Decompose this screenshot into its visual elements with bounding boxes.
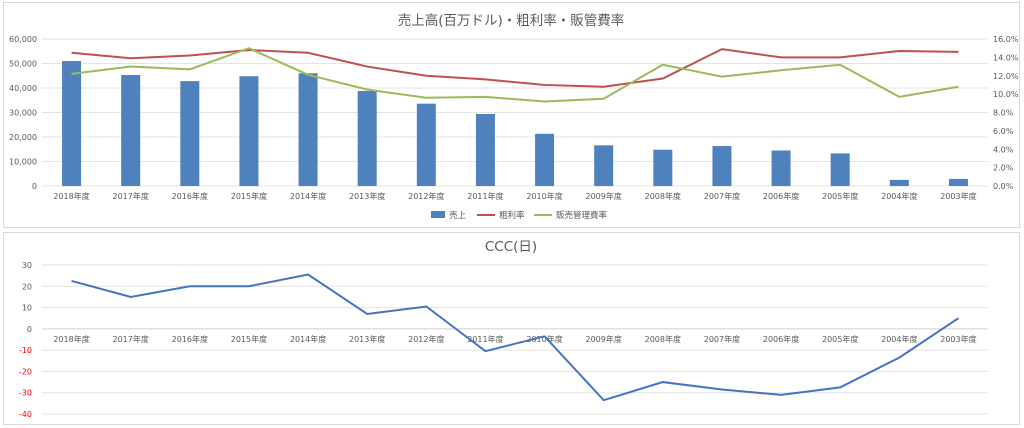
series-line xyxy=(71,273,959,402)
sales-margin-chart-panel: 売上高(百万ドル)・粗利率・販管費率 0 10,000 20,000 30,000 40… xyxy=(3,2,1020,228)
chart-legend: 売上 粗利率 販売管理費率 xyxy=(431,210,608,221)
bar xyxy=(653,149,673,186)
x-tick: 2010年度 xyxy=(526,334,562,344)
bar xyxy=(298,73,318,186)
bar xyxy=(62,61,82,186)
x-tick: 2004年度 xyxy=(881,334,917,344)
x-tick: 2013年度 xyxy=(349,334,385,344)
x-tick: 2011年度 xyxy=(467,334,503,344)
bar xyxy=(475,113,495,186)
y-right-tick: 10.0% xyxy=(993,90,1019,99)
legend-swatch xyxy=(431,211,445,218)
y-left-tick: 50,000 xyxy=(9,60,37,69)
bar xyxy=(889,179,909,186)
x-tick: 2012年度 xyxy=(408,191,444,201)
series-line xyxy=(71,48,959,88)
x-tick: 2008年度 xyxy=(645,334,681,344)
bar xyxy=(180,81,200,186)
x-tick: 2016年度 xyxy=(172,334,208,344)
x-tick: 2012年度 xyxy=(408,334,444,344)
y-tick: -10 xyxy=(19,346,32,355)
y-right-tick: 14.0% xyxy=(993,53,1019,62)
series-line xyxy=(71,47,959,103)
legend-label: 販売管理費率 xyxy=(556,210,608,221)
bar xyxy=(712,146,732,186)
x-tick: 2013年度 xyxy=(349,191,385,201)
x-tick: 2011年度 xyxy=(467,191,503,201)
y-right-tick: 4.0% xyxy=(993,145,1014,154)
y-tick: 30 xyxy=(22,261,32,270)
y-left-tick: 40,000 xyxy=(9,84,37,93)
x-tick: 2018年度 xyxy=(53,191,89,201)
bar xyxy=(357,90,377,186)
x-tick: 2014年度 xyxy=(290,191,326,201)
bar xyxy=(771,150,791,186)
y-tick: -40 xyxy=(19,410,32,419)
y-tick: -20 xyxy=(19,367,32,376)
y-left-tick: 60,000 xyxy=(9,35,37,44)
x-tick: 2010年度 xyxy=(526,191,562,201)
x-tick: 2008年度 xyxy=(645,191,681,201)
y-right-tick: 0.0% xyxy=(993,182,1014,191)
legend-label: 売上 xyxy=(449,210,467,221)
y-right-tick: 2.0% xyxy=(993,164,1014,173)
y-tick: 0 xyxy=(27,325,32,334)
y-left-tick: 10,000 xyxy=(9,158,37,167)
bar xyxy=(416,103,436,186)
x-tick: 2018年度 xyxy=(53,334,89,344)
sales-margin-chart: 売上高(百万ドル)・粗利率・販管費率 0 10,000 20,000 30,000 40… xyxy=(9,12,1019,221)
x-tick: 2004年度 xyxy=(881,191,917,201)
x-tick: 2003年度 xyxy=(940,334,976,344)
x-tick: 2009年度 xyxy=(586,191,622,201)
x-tick: 2016年度 xyxy=(172,191,208,201)
x-tick: 2017年度 xyxy=(113,191,149,201)
y-tick: 20 xyxy=(22,282,32,291)
y-right-tick: 16.0% xyxy=(993,35,1019,44)
y-left-tick: 20,000 xyxy=(9,133,37,142)
x-tick: 2015年度 xyxy=(231,191,267,201)
bar xyxy=(121,75,141,186)
x-tick: 2006年度 xyxy=(763,191,799,201)
x-tick: 2007年度 xyxy=(704,334,740,344)
y-left-tick: 0 xyxy=(32,182,37,191)
y-tick: -30 xyxy=(19,389,32,398)
x-tick: 2005年度 xyxy=(822,191,858,201)
x-tick: 2015年度 xyxy=(231,334,267,344)
chart-title: 売上高(百万ドル)・粗利率・販管費率 xyxy=(398,12,625,29)
y-left-tick: 30,000 xyxy=(9,109,37,118)
ccc-chart-panel: CCC(日) 30 20 10 0 -10 -20 -30 -40 2018年度 2017年度 2… xyxy=(3,232,1020,425)
y-right-tick: 8.0% xyxy=(993,109,1014,118)
x-tick: 2006年度 xyxy=(763,334,799,344)
x-tick: 2003年度 xyxy=(940,191,976,201)
x-tick: 2005年度 xyxy=(822,334,858,344)
bar xyxy=(239,76,259,186)
x-tick: 2017年度 xyxy=(113,334,149,344)
bar xyxy=(948,178,968,186)
y-right-tick: 6.0% xyxy=(993,127,1014,136)
y-tick: 10 xyxy=(22,304,32,313)
x-tick: 2007年度 xyxy=(704,191,740,201)
bar xyxy=(830,153,850,186)
x-tick: 2009年度 xyxy=(586,334,622,344)
legend-label: 粗利率 xyxy=(499,210,525,221)
ccc-chart: CCC(日) 30 20 10 0 -10 -20 -30 -40 2018年度 2017年度 2… xyxy=(19,239,988,419)
x-tick: 2014年度 xyxy=(290,334,326,344)
chart-title: CCC(日) xyxy=(485,239,537,255)
bar xyxy=(594,145,614,186)
bar xyxy=(535,133,555,186)
y-right-tick: 12.0% xyxy=(993,72,1019,81)
